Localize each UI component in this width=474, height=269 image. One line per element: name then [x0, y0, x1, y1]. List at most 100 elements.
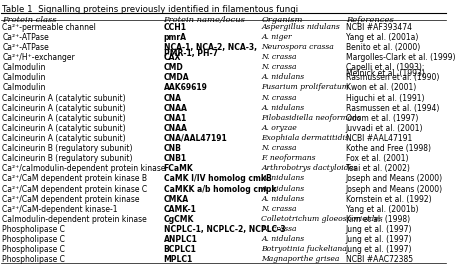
Text: NCPLC-1, NCPLC-2, NCPLC-3: NCPLC-1, NCPLC-2, NCPLC-3	[164, 225, 285, 234]
Text: NCBI #AAL47191: NCBI #AAL47191	[346, 134, 412, 143]
Text: Filobasidiella neoformans: Filobasidiella neoformans	[261, 114, 361, 122]
Text: Jung et al. (1997): Jung et al. (1997)	[346, 225, 412, 234]
Text: Rasmussen et al. (1994): Rasmussen et al. (1994)	[346, 104, 439, 113]
Text: CNAA: CNAA	[164, 104, 187, 113]
Text: Margolles-Clark et al. (1999): Margolles-Clark et al. (1999)	[346, 53, 456, 62]
Text: A. nidulans: A. nidulans	[261, 195, 304, 203]
Text: CNAA: CNAA	[164, 124, 187, 133]
Text: Calcineurin A (catalytic subunit): Calcineurin A (catalytic subunit)	[2, 94, 126, 102]
Text: Higuchi et al. (1991): Higuchi et al. (1991)	[346, 94, 424, 102]
Text: Arthrobotrys dactyloides: Arthrobotrys dactyloides	[261, 164, 357, 172]
Text: Ca²⁺-ATPase: Ca²⁺-ATPase	[2, 33, 49, 42]
Text: Calcineurin A (catalytic subunit): Calcineurin A (catalytic subunit)	[2, 104, 126, 113]
Text: PMR-1, PH-7: PMR-1, PH-7	[164, 48, 218, 58]
Text: Juvvadi et al. (2001): Juvvadi et al. (2001)	[346, 124, 423, 133]
Text: CNB1: CNB1	[164, 154, 187, 163]
Text: Calmodulin-dependent protein kinase: Calmodulin-dependent protein kinase	[2, 215, 147, 224]
Text: Calcineurin B (regulatory subunit): Calcineurin B (regulatory subunit)	[2, 154, 133, 163]
Text: CNB: CNB	[164, 144, 182, 153]
Text: Kothe and Free (1998): Kothe and Free (1998)	[346, 144, 431, 153]
Text: Phospholipase C: Phospholipase C	[2, 245, 65, 254]
Text: Capelli et al. (1993);: Capelli et al. (1993);	[346, 63, 424, 72]
Text: pmrA: pmrA	[164, 33, 187, 42]
Text: N. crassa: N. crassa	[261, 63, 297, 71]
Text: Joseph and Means (2000): Joseph and Means (2000)	[346, 185, 443, 194]
Text: Benito et al. (2000): Benito et al. (2000)	[346, 43, 420, 52]
Text: NCBI #AF393474: NCBI #AF393474	[346, 23, 412, 32]
Text: Rasmussen et al. (1990): Rasmussen et al. (1990)	[346, 73, 439, 82]
Text: Fox et al. (2001): Fox et al. (2001)	[346, 154, 408, 163]
Text: CMD: CMD	[164, 63, 183, 72]
Text: MPLC1: MPLC1	[164, 255, 193, 264]
Text: Protein name/locus: Protein name/locus	[164, 16, 246, 24]
Text: Kim et al. (1998): Kim et al. (1998)	[346, 215, 410, 224]
Text: Joseph and Means (2000): Joseph and Means (2000)	[346, 174, 443, 183]
Text: Odom et al. (1997): Odom et al. (1997)	[346, 114, 418, 123]
Text: A. niger: A. niger	[261, 33, 292, 41]
Text: Botryotinia fuckeliana: Botryotinia fuckeliana	[261, 245, 347, 253]
Text: CaMK I/IV homolog cmkB: CaMK I/IV homolog cmkB	[164, 174, 271, 183]
Text: Jung et al. (1997): Jung et al. (1997)	[346, 235, 412, 244]
Text: CCH1: CCH1	[164, 23, 187, 32]
Text: Organism: Organism	[261, 16, 303, 24]
Text: Jung et al. (1997): Jung et al. (1997)	[346, 245, 412, 254]
Text: Neurospora crassa: Neurospora crassa	[261, 43, 334, 51]
Text: A. nidulans: A. nidulans	[261, 73, 304, 81]
Text: Ca²⁺/calmodulin-dependent protein kinase: Ca²⁺/calmodulin-dependent protein kinase	[2, 164, 166, 173]
Text: CMKA: CMKA	[164, 195, 189, 204]
Text: Ca²⁺/CaM dependent protein kinase: Ca²⁺/CaM dependent protein kinase	[2, 195, 140, 204]
Text: F. neoformans: F. neoformans	[261, 154, 316, 162]
Text: Melnick et al. (1993): Melnick et al. (1993)	[346, 69, 425, 78]
Text: CNA1: CNA1	[164, 114, 187, 123]
Text: Ca²⁺/CaM dependent protein kinase B: Ca²⁺/CaM dependent protein kinase B	[2, 174, 147, 183]
Text: Ca²⁺-permeable channel: Ca²⁺-permeable channel	[2, 23, 96, 32]
Text: Fusarium proliferatum: Fusarium proliferatum	[261, 83, 349, 91]
Text: A. nidulans: A. nidulans	[261, 235, 304, 243]
Text: Ca²⁺/CaM-dependent kinase-1: Ca²⁺/CaM-dependent kinase-1	[2, 205, 118, 214]
Text: Phospholipase C: Phospholipase C	[2, 255, 65, 264]
Text: AAK69619: AAK69619	[164, 83, 208, 92]
Text: Table 1  Signalling proteins previously identified in filamentous fungi: Table 1 Signalling proteins previously i…	[2, 5, 299, 14]
Text: Phospholipase C: Phospholipase C	[2, 225, 65, 234]
Text: CgCMK: CgCMK	[164, 215, 194, 224]
Text: CNA: CNA	[164, 94, 182, 102]
Text: N. crassa: N. crassa	[261, 205, 297, 213]
Text: FCaMK: FCaMK	[164, 164, 193, 173]
Text: A. nidulans: A. nidulans	[261, 185, 304, 193]
Text: Protein class: Protein class	[2, 16, 57, 24]
Text: A. nidulans: A. nidulans	[261, 174, 304, 182]
Text: References: References	[346, 16, 393, 24]
Text: CAMK-1: CAMK-1	[164, 205, 196, 214]
Text: Kwon et al. (2001): Kwon et al. (2001)	[346, 83, 416, 92]
Text: N. crassa: N. crassa	[261, 144, 297, 152]
Text: Aspergillus nidulans: Aspergillus nidulans	[261, 23, 340, 31]
Text: N. crassa: N. crassa	[261, 225, 297, 233]
Text: Ca²⁺-ATPase: Ca²⁺-ATPase	[2, 43, 49, 52]
Text: BCPLC1: BCPLC1	[164, 245, 196, 254]
Text: Yang et al. (2001a): Yang et al. (2001a)	[346, 33, 418, 42]
Text: CMDA: CMDA	[164, 73, 189, 82]
Text: Ca²⁺/CaM dependent protein kinase C: Ca²⁺/CaM dependent protein kinase C	[2, 185, 147, 194]
Text: Phospholipase C: Phospholipase C	[2, 235, 65, 244]
Text: NCBI #AAC72385: NCBI #AAC72385	[346, 255, 413, 264]
Text: Calmodulin: Calmodulin	[2, 63, 46, 72]
Text: Magnaporthe grisea: Magnaporthe grisea	[261, 255, 340, 263]
Text: Colletotrichum gloeosporioides: Colletotrichum gloeosporioides	[261, 215, 383, 223]
Text: Calmodulin: Calmodulin	[2, 73, 46, 82]
Text: Kornstein et al. (1992): Kornstein et al. (1992)	[346, 195, 431, 204]
Text: Exophiala dermatitidis: Exophiala dermatitidis	[261, 134, 349, 142]
Text: Calcineurin B (regulatory subunit): Calcineurin B (regulatory subunit)	[2, 144, 133, 153]
Text: Calcineurin A (catalytic subunit): Calcineurin A (catalytic subunit)	[2, 114, 126, 123]
Text: ANPLC1: ANPLC1	[164, 235, 198, 244]
Text: Calcineurin A (catalytic subunit): Calcineurin A (catalytic subunit)	[2, 124, 126, 133]
Text: Ca²⁺/H⁺-exchanger: Ca²⁺/H⁺-exchanger	[2, 53, 75, 62]
Text: Calmodulin: Calmodulin	[2, 83, 46, 92]
Text: N. crassa: N. crassa	[261, 53, 297, 61]
Text: Yang et al. (2001b): Yang et al. (2001b)	[346, 205, 418, 214]
Text: NCA-1, NCA-2, NCA-3,: NCA-1, NCA-2, NCA-3,	[164, 43, 256, 52]
Text: A. oryzae: A. oryzae	[261, 124, 297, 132]
Text: Tsai et al. (2002): Tsai et al. (2002)	[346, 164, 410, 173]
Text: CNA/AAL47191: CNA/AAL47191	[164, 134, 228, 143]
Text: CaMKK a/b homolog cmpk: CaMKK a/b homolog cmpk	[164, 185, 276, 194]
Text: N. crassa: N. crassa	[261, 94, 297, 101]
